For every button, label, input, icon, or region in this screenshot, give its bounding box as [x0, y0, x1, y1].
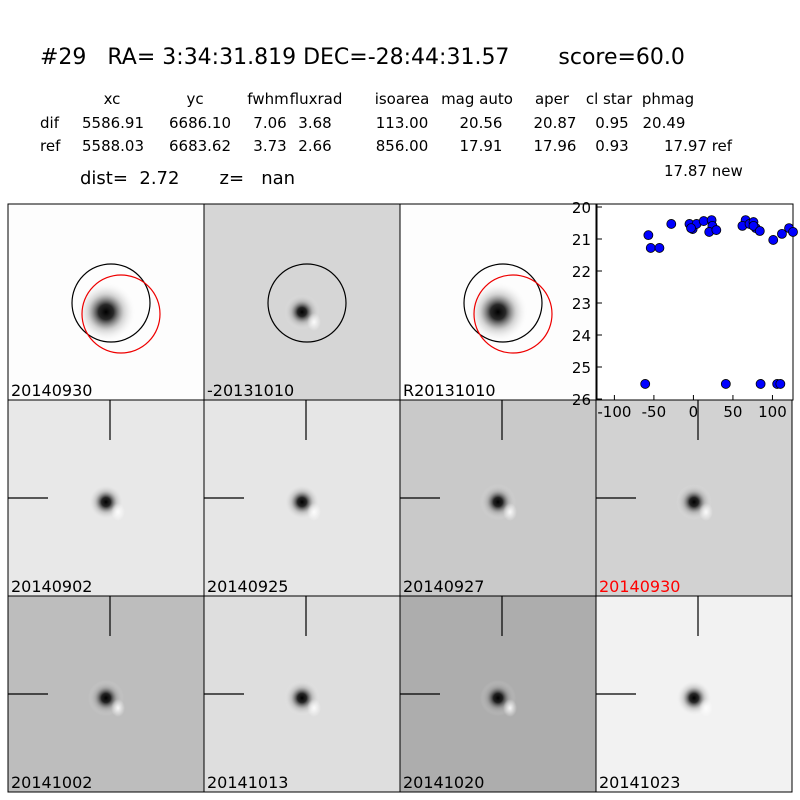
cell: 7.06	[253, 114, 286, 132]
point	[711, 225, 722, 235]
y-tick-label: 21	[572, 231, 591, 249]
stamp-label: 20140930	[11, 381, 92, 400]
column-header: mag auto	[441, 90, 513, 108]
residual	[111, 699, 125, 717]
source-blob	[468, 282, 528, 342]
point	[788, 227, 798, 237]
cell: 0.93	[595, 137, 628, 155]
point	[643, 230, 654, 241]
aperture	[463, 263, 543, 343]
y-tick-label: 25	[572, 359, 591, 377]
cell: 6683.62	[169, 137, 231, 155]
y-tick-label: 22	[572, 263, 591, 281]
y-tick-label: 20	[572, 199, 591, 217]
cell: 20.56	[460, 114, 503, 132]
stamp-label: -20131010	[207, 381, 294, 400]
cell: 2.66	[298, 137, 331, 155]
residual	[307, 313, 321, 331]
column-header: cl star	[586, 90, 633, 108]
column-header: aper	[535, 90, 570, 108]
stamp-label: 20140925	[207, 577, 288, 596]
stamp-label: 20141023	[599, 773, 680, 792]
point	[666, 219, 677, 229]
stamp-label: 20140902	[11, 577, 92, 596]
point	[640, 379, 651, 389]
column-header: yc	[186, 90, 203, 108]
cell: 3.73	[253, 137, 286, 155]
cell: 0.95	[595, 114, 628, 132]
point	[686, 223, 696, 234]
residual	[307, 699, 321, 717]
x-tick-label: -50	[642, 403, 667, 421]
point	[645, 243, 656, 253]
column-header: isoarea	[375, 90, 430, 108]
aperture	[267, 263, 347, 343]
column-header: fwhm	[247, 90, 288, 108]
cell: 856.00	[376, 137, 429, 155]
column-header: phmag	[642, 90, 694, 108]
residual	[699, 503, 713, 521]
y-tick-label: 23	[572, 295, 591, 313]
cell: 5588.03	[82, 137, 144, 155]
point	[754, 226, 765, 236]
residual	[503, 503, 517, 521]
point	[755, 379, 766, 389]
cell: 20.87	[534, 114, 577, 132]
ref-aperture	[473, 274, 553, 354]
stamp-label: 20141020	[403, 773, 484, 792]
point	[748, 220, 759, 231]
cell: 3.68	[298, 114, 331, 132]
ref-aperture	[81, 274, 161, 354]
y-tick-label: 26	[572, 391, 591, 409]
column-header: fluxrad	[290, 90, 343, 108]
stamp-label: 20140930	[599, 577, 680, 596]
x-tick-label: 0	[689, 403, 699, 421]
cell: 5586.91	[82, 114, 144, 132]
title: #29 RA= 3:34:31.819 DEC=-28:44:31.57 sco…	[40, 45, 685, 70]
cell: 17.97 ref	[664, 137, 733, 155]
cell: 17.91	[460, 137, 503, 155]
residual	[699, 699, 713, 717]
cell: 113.00	[376, 114, 429, 132]
cell: 17.96	[534, 137, 577, 155]
residual	[503, 699, 517, 717]
residual	[307, 503, 321, 521]
cell: 20.49	[643, 114, 686, 132]
point	[768, 235, 779, 245]
plot-area	[596, 203, 794, 401]
x-tick-label: 100	[758, 403, 787, 421]
point	[654, 243, 665, 253]
cell: 6686.10	[169, 114, 231, 132]
y-tick-label: 24	[572, 327, 591, 345]
stamp-label: 20140927	[403, 577, 484, 596]
x-tick-label: 50	[723, 403, 742, 421]
stamp-label: 20141002	[11, 773, 92, 792]
dist-line: dist= 2.72 z= nan	[80, 168, 295, 189]
stamp-label: R20131010	[403, 381, 496, 400]
x-tick-label: -100	[597, 403, 631, 421]
point	[720, 379, 731, 389]
row-label: dif	[40, 114, 60, 132]
point	[775, 379, 786, 389]
residual	[111, 503, 125, 521]
aperture	[71, 263, 151, 343]
column-header: xc	[104, 90, 121, 108]
extra-mag: 17.87 new	[664, 162, 743, 180]
point	[777, 228, 787, 239]
source-blob	[76, 282, 136, 342]
row-label: ref	[40, 137, 61, 155]
stamp-label: 20141013	[207, 773, 288, 792]
